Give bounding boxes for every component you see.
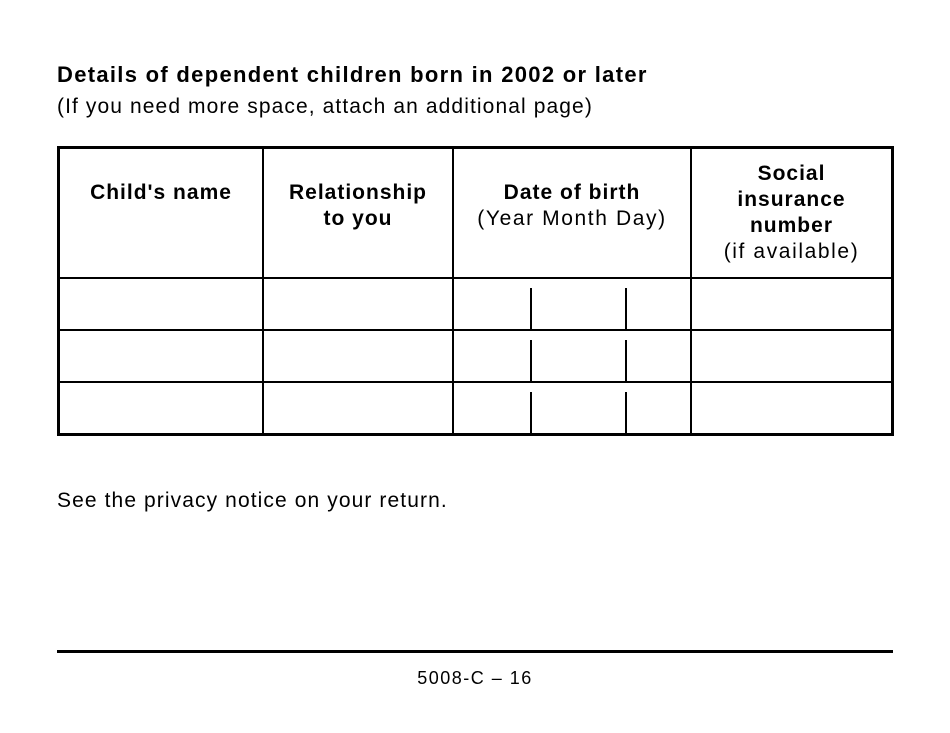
column-header-note: (Year Month Day) bbox=[477, 207, 667, 230]
date-of-birth-field bbox=[454, 331, 692, 381]
sin-field[interactable] bbox=[692, 279, 891, 329]
dob-month-day-divider bbox=[625, 340, 627, 381]
relationship-field[interactable] bbox=[264, 383, 454, 433]
sin-field[interactable] bbox=[692, 383, 891, 433]
column-header-childs-name: Child's name bbox=[60, 149, 264, 277]
column-header-label: Child's name bbox=[90, 181, 232, 204]
child-name-field[interactable] bbox=[60, 383, 264, 433]
dob-month-day-divider bbox=[625, 392, 627, 433]
column-header-relationship: Relationship to you bbox=[264, 149, 454, 277]
footer-divider bbox=[57, 650, 893, 653]
page-number: 5008-C – 16 bbox=[417, 668, 533, 688]
page-title: Details of dependent children born in 20… bbox=[57, 62, 648, 87]
date-of-birth-field bbox=[454, 383, 692, 433]
sin-field[interactable] bbox=[692, 331, 891, 381]
dob-year-field[interactable] bbox=[454, 331, 530, 381]
privacy-note: See the privacy notice on your return. bbox=[57, 489, 448, 512]
table-header-row: Child's name Relationship to you Date of… bbox=[60, 149, 891, 279]
relationship-field[interactable] bbox=[264, 331, 454, 381]
dob-year-month-divider bbox=[530, 340, 532, 381]
table-row bbox=[60, 331, 891, 383]
dob-year-month-divider bbox=[530, 288, 532, 329]
dob-year-month-divider bbox=[530, 392, 532, 433]
column-header-label: Social bbox=[757, 162, 826, 185]
page-subtitle: (If you need more space, attach an addit… bbox=[57, 95, 593, 118]
dob-month-field[interactable] bbox=[532, 279, 625, 329]
column-header-label: to you bbox=[323, 207, 393, 230]
table-row bbox=[60, 383, 891, 433]
child-name-field[interactable] bbox=[60, 279, 264, 329]
dob-month-field[interactable] bbox=[532, 331, 625, 381]
dob-day-field[interactable] bbox=[627, 279, 690, 329]
child-name-field[interactable] bbox=[60, 331, 264, 381]
relationship-field[interactable] bbox=[264, 279, 454, 329]
date-of-birth-field bbox=[454, 279, 692, 329]
dob-month-field[interactable] bbox=[532, 383, 625, 433]
column-header-label: Date of birth bbox=[503, 181, 641, 204]
column-header-date-of-birth: Date of birth (Year Month Day) bbox=[454, 149, 692, 277]
column-header-label: number bbox=[749, 214, 833, 237]
column-header-note: (if available) bbox=[723, 240, 860, 263]
dob-day-field[interactable] bbox=[627, 383, 690, 433]
table-row bbox=[60, 279, 891, 331]
dependent-children-table: Child's name Relationship to you Date of… bbox=[57, 146, 894, 436]
dob-month-day-divider bbox=[625, 288, 627, 329]
dob-year-field[interactable] bbox=[454, 383, 530, 433]
dob-day-field[interactable] bbox=[627, 331, 690, 381]
column-header-label: Relationship bbox=[288, 181, 427, 204]
column-header-sin: Social insurance number (if available) bbox=[692, 149, 891, 277]
column-header-label: insurance bbox=[737, 188, 846, 211]
dob-year-field[interactable] bbox=[454, 279, 530, 329]
